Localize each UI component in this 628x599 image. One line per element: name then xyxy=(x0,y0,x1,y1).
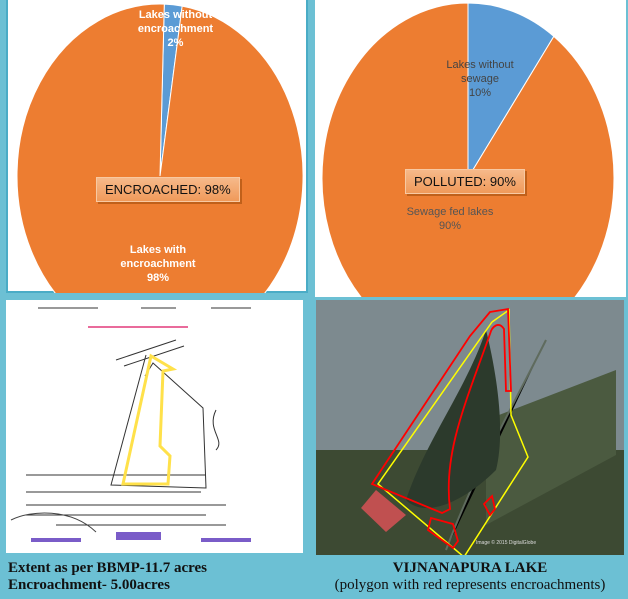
label-sewage-fed: Sewage fed lakes 90% xyxy=(406,206,494,232)
pie-slice-1 xyxy=(16,3,304,293)
label-without-encroachment: Lakes without encroachment 2% xyxy=(137,9,214,49)
imagery-credit: Image © 2015 DigitalGlobe xyxy=(476,539,536,546)
pie-slice-0 xyxy=(467,2,555,180)
pie-chart-sewage: Lakes without sewage 10% POLLUTED: 90% Sew… xyxy=(315,0,626,297)
satellite-image-vijnanapura-lake: Image © 2015 DigitalGlobe xyxy=(316,300,624,555)
pie-chart-encroachment: Lakes without encroachment 2% ENCROACHED: … xyxy=(6,0,308,293)
pie-slice-1 xyxy=(321,2,615,297)
caption-left: Extent as per BBMP-11.7 acres Encroachmen… xyxy=(8,560,208,593)
scanned-survey-document xyxy=(6,300,303,553)
label-with-encroachment: Lakes with encroachment 98% xyxy=(120,244,196,284)
callout-encroached: ENCROACHED: 98% xyxy=(96,177,240,202)
pie-encroachment-svg xyxy=(16,3,304,293)
callout-polluted: POLLUTED: 90% xyxy=(405,169,525,194)
survey-sketch xyxy=(10,307,251,542)
label-without-sewage: Lakes without sewage 10% xyxy=(446,59,514,99)
pie-sewage-svg xyxy=(321,2,615,297)
lake-map: Image © 2015 DigitalGlobe xyxy=(316,300,624,555)
caption-right: VIJNANAPURA LAKE (polygon with red repres… xyxy=(334,560,606,593)
